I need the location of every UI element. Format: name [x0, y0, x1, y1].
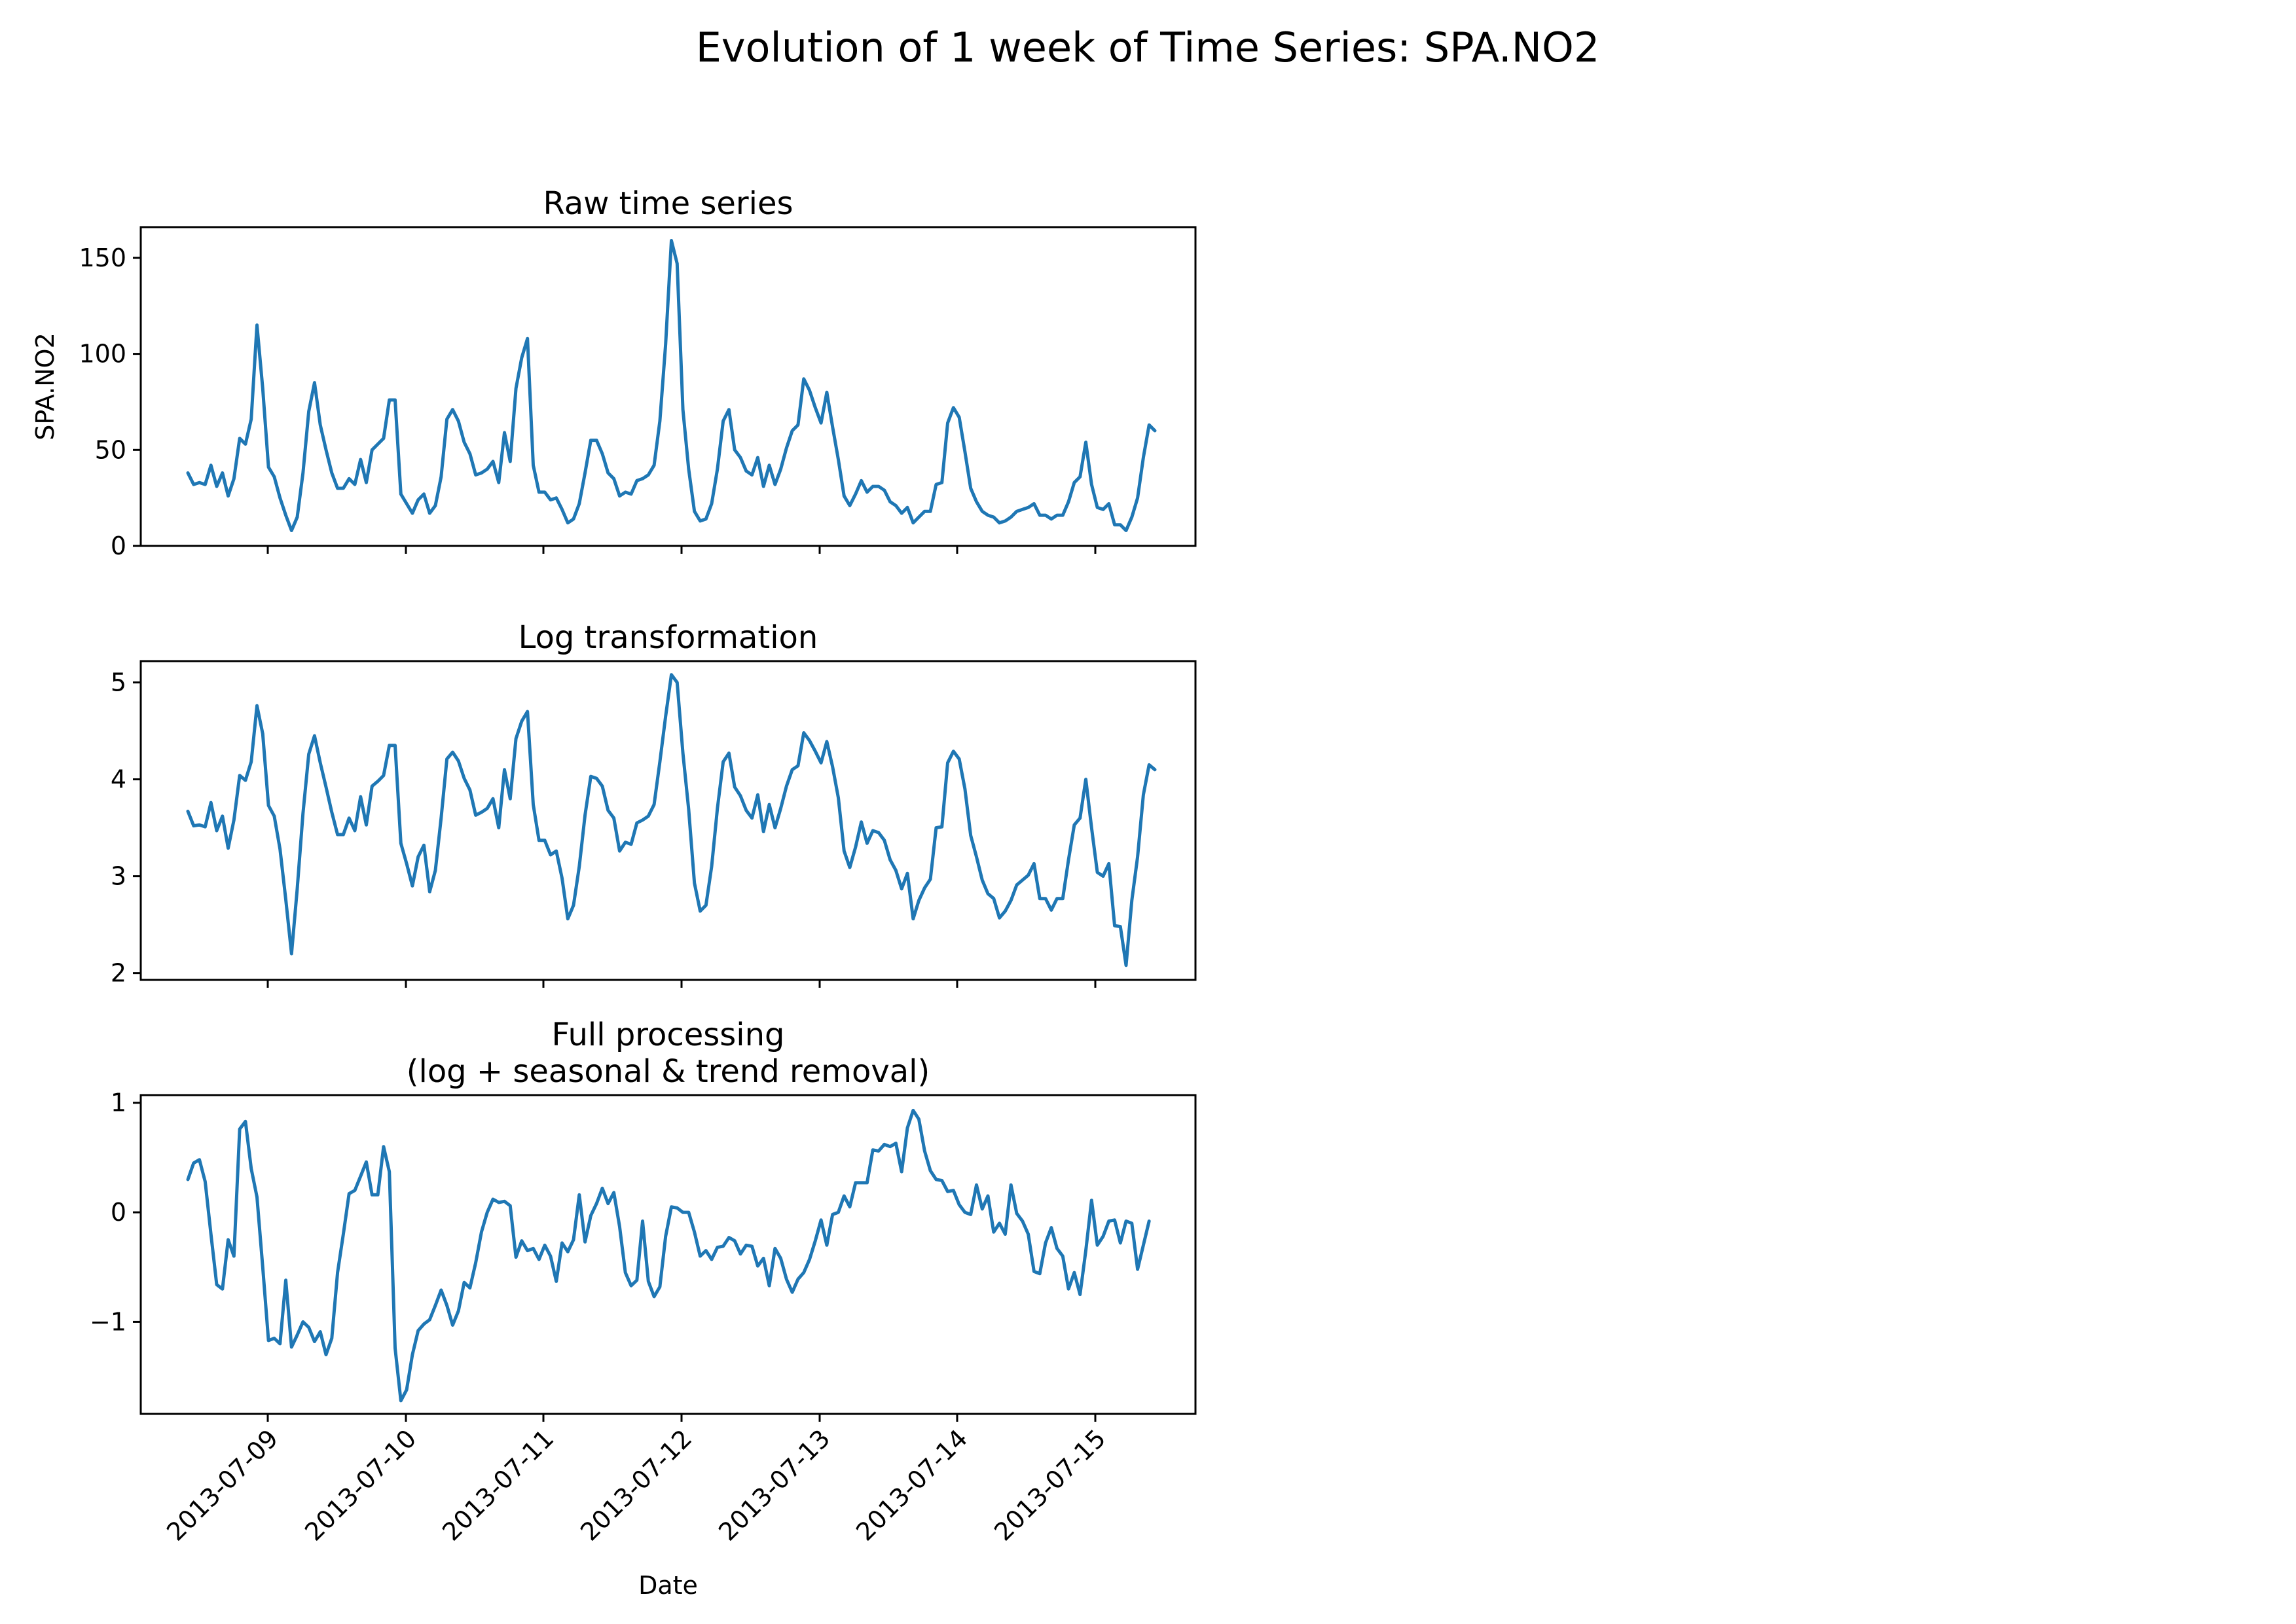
- y-tick-label: 100: [79, 340, 126, 369]
- y-tick-label: 3: [111, 862, 126, 891]
- panel-2: Log transformation 2 3 4 5: [111, 619, 1197, 988]
- series-line: [186, 1108, 1151, 1403]
- panel-title: Raw time series: [543, 185, 793, 222]
- y-tick-label: 50: [95, 435, 126, 464]
- y-tick-label: 4: [111, 765, 126, 794]
- y-tick-label: 0: [111, 532, 126, 560]
- y-tick-label: 2: [111, 959, 126, 988]
- figure-title: Evolution of 1 week of Time Series: SPA.…: [696, 24, 1600, 71]
- y-tick-label: 1: [111, 1089, 126, 1117]
- axes-frame: [139, 1094, 1197, 1415]
- y-axis-label: SPA.NO2: [31, 333, 60, 441]
- y-tick-label: 150: [79, 244, 126, 272]
- y-tick-label: 0: [111, 1198, 126, 1227]
- panel-1: Raw time series 0 50 100 150 SPA.NO2: [31, 185, 1197, 560]
- series-line: [186, 239, 1157, 532]
- panel-title: (log + seasonal & trend removal): [407, 1053, 930, 1090]
- panel-title: Log transformation: [519, 619, 818, 656]
- y-tick-label: −1: [90, 1307, 126, 1336]
- series-line: [186, 673, 1157, 967]
- axes-frame: [139, 226, 1197, 547]
- panel-title: Full processing: [551, 1017, 784, 1053]
- x-axis-label: Date: [638, 1571, 698, 1600]
- y-tick-label: 5: [111, 668, 126, 697]
- axes-frame: [139, 660, 1197, 981]
